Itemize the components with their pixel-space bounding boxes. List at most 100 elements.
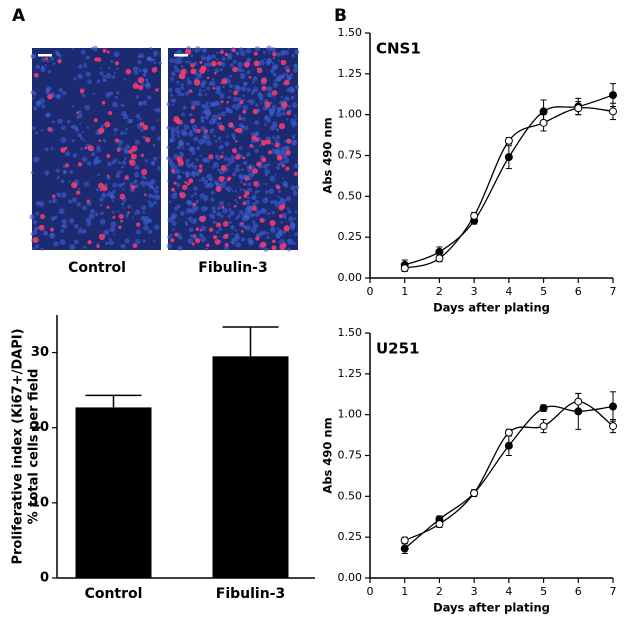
nucleus [210, 81, 216, 87]
nucleus [194, 100, 201, 106]
nucleus [225, 186, 232, 192]
ki67-cell [285, 150, 291, 156]
data-point [609, 422, 617, 431]
data-point [609, 402, 617, 411]
ki67-cell [185, 48, 192, 56]
nucleus [35, 64, 40, 70]
nucleus [94, 212, 99, 217]
nucleus [287, 248, 291, 252]
ki67-cell [64, 146, 68, 150]
nucleus [35, 211, 40, 216]
nucleus [113, 51, 120, 58]
nucleus [180, 153, 185, 158]
ki67-cell [131, 145, 138, 152]
nucleus [174, 87, 181, 94]
ki67-cell [106, 50, 110, 54]
y-axis-label: % total cells per field [27, 369, 42, 525]
nucleus [260, 102, 263, 105]
nucleus [205, 111, 212, 117]
ki67-cell [130, 153, 137, 160]
ki67-cell [232, 66, 238, 73]
ki67-cell [233, 90, 239, 96]
nucleus [231, 171, 237, 177]
nucleus [189, 131, 193, 135]
nucleus [186, 142, 190, 146]
nucleus [275, 135, 281, 140]
nucleus [60, 229, 65, 234]
nucleus [283, 157, 290, 164]
nucleus [289, 222, 296, 228]
nucleus [204, 93, 207, 96]
nucleus [203, 90, 206, 93]
nucleus [288, 216, 294, 222]
nucleus [151, 186, 155, 189]
nucleus [41, 65, 45, 70]
nucleus [237, 214, 241, 218]
nucleus [117, 210, 120, 213]
ki67-cell [191, 242, 195, 246]
ki67-cell [93, 118, 98, 123]
ki67-cell [260, 77, 267, 84]
nucleus [142, 239, 146, 243]
nucleus [202, 157, 207, 163]
nucleus [82, 130, 85, 134]
nucleus [291, 102, 298, 108]
y-axis-label: Abs 490 nm [321, 417, 335, 493]
nucleus [195, 158, 199, 162]
ki67-cell [240, 222, 244, 226]
nucleus [89, 208, 95, 214]
nucleus [143, 69, 147, 74]
nucleus [46, 60, 49, 63]
nucleus [272, 56, 276, 60]
ki67-cell [252, 168, 258, 174]
nucleus [125, 214, 129, 218]
nucleus [221, 56, 226, 61]
nucleus [151, 58, 155, 62]
nucleus [263, 163, 269, 170]
nucleus [252, 86, 259, 93]
nucleus [129, 118, 134, 123]
nucleus [266, 235, 270, 240]
nucleus [228, 208, 232, 211]
ki67-cell [238, 117, 242, 121]
nucleus [185, 174, 189, 177]
x-tick-label: 5 [540, 285, 547, 298]
nucleus [278, 74, 284, 80]
ki67-cell [108, 111, 113, 116]
nucleus [61, 223, 68, 229]
nucleus [142, 210, 146, 214]
nucleus [239, 188, 243, 191]
data-point [609, 107, 617, 116]
nucleus [193, 192, 198, 196]
nucleus [156, 166, 162, 171]
data-point [470, 489, 479, 498]
nucleus [145, 82, 150, 87]
nucleus [238, 47, 244, 52]
nucleus [198, 138, 205, 145]
ki67-cell [124, 175, 129, 180]
nucleus [281, 49, 285, 52]
ki67-cell [193, 79, 201, 86]
nucleus [218, 146, 223, 150]
nucleus [107, 67, 111, 70]
nucleus [192, 128, 198, 134]
ki67-cell [199, 215, 206, 223]
x-tick-label: 7 [610, 285, 617, 298]
ki67-cell [224, 242, 229, 247]
nucleus [282, 230, 286, 234]
nucleus [147, 218, 153, 224]
ki67-cell [99, 188, 103, 192]
nucleus [83, 245, 87, 249]
nucleus [170, 77, 175, 81]
nucleus [176, 80, 180, 84]
ki67-cell [170, 238, 175, 243]
nucleus [212, 220, 217, 224]
y-tick-label: 0.00 [338, 271, 363, 284]
ki67-cell [118, 225, 122, 229]
ki67-cell [251, 205, 257, 211]
nucleus [167, 235, 171, 239]
nucleus [44, 147, 49, 152]
nucleus [211, 166, 215, 170]
ki67-cell [208, 154, 214, 160]
ki67-cell [132, 243, 138, 249]
